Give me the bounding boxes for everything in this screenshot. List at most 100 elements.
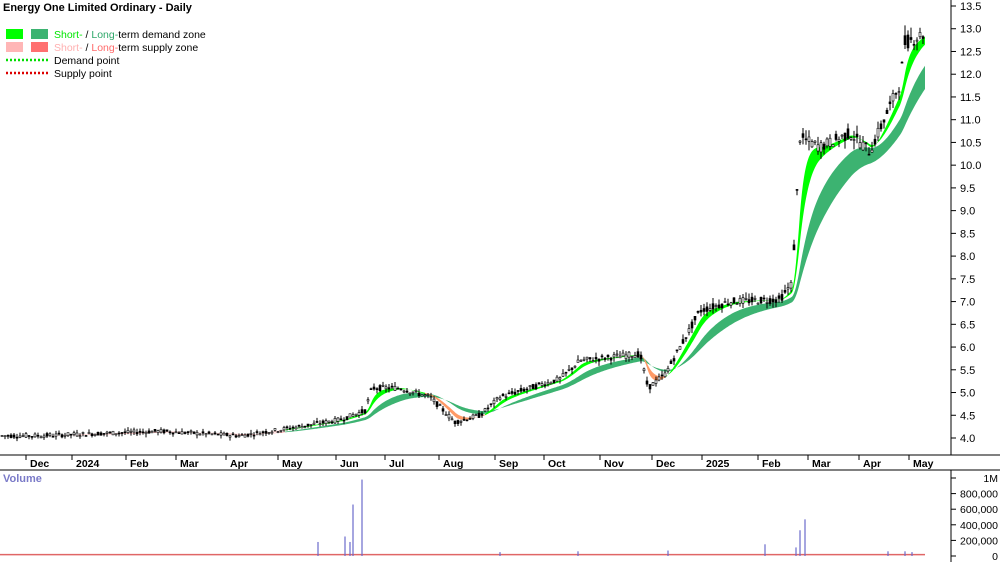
candle-body	[708, 308, 712, 311]
candle-body	[402, 390, 406, 393]
candle-body	[801, 133, 805, 138]
candle-body	[198, 433, 202, 436]
candle-body	[246, 433, 250, 437]
candle-body	[204, 433, 208, 436]
candle-body	[813, 140, 817, 143]
price-tick-label: 11.5	[960, 92, 981, 104]
volume-tick-label: 0	[992, 551, 998, 562]
candle-body	[426, 394, 430, 396]
candle-body	[768, 298, 772, 304]
legend-swatch-long	[31, 42, 48, 52]
candle-body	[759, 296, 763, 304]
candle-body	[552, 379, 556, 384]
candle-body	[384, 386, 388, 390]
candle-body	[669, 360, 673, 364]
candle-body	[558, 377, 562, 380]
legend-item-0: Short- / Long-term demand zone	[6, 29, 206, 41]
candle-body	[912, 44, 916, 46]
candle-body	[270, 431, 274, 434]
candle-body	[207, 431, 211, 434]
candle-body	[390, 385, 394, 388]
candle-body	[606, 354, 610, 358]
candle-body	[837, 138, 841, 142]
legend-label-part: Supply point	[54, 68, 112, 80]
candle-body	[177, 432, 181, 434]
candle-body	[921, 36, 925, 39]
candle-body	[909, 37, 913, 40]
x-tick-label: May	[913, 458, 934, 470]
volume-tick-label: 1M	[983, 473, 998, 485]
volume-bars	[0, 479, 925, 556]
candle-body	[261, 431, 265, 434]
candle-body	[651, 382, 655, 386]
candle-body	[549, 382, 553, 385]
candle-body	[528, 385, 532, 387]
candle-body	[42, 435, 46, 438]
legend-label: Short- / Long-term demand zone	[54, 29, 206, 41]
candle-body	[147, 430, 151, 434]
legend-label-part: Short-	[54, 29, 83, 41]
candle-body	[297, 424, 301, 427]
price-tick-label: 6.0	[960, 342, 975, 354]
candle-body	[279, 429, 283, 432]
candle-body	[444, 414, 448, 416]
candle-body	[141, 431, 145, 434]
candle-body	[675, 349, 679, 352]
candle-body	[783, 290, 787, 293]
candle-body	[807, 136, 811, 142]
candle-body	[867, 153, 871, 156]
candle-body	[66, 432, 70, 437]
candle-body	[876, 127, 880, 138]
candle-body	[234, 435, 238, 438]
candle-body	[900, 61, 904, 64]
candle-body	[90, 433, 94, 437]
candle-body	[864, 142, 868, 145]
candle-body	[210, 433, 214, 436]
price-tick-label: 13.0	[960, 24, 981, 36]
candle-body	[324, 420, 328, 424]
candle-body	[321, 420, 325, 424]
candle-body	[465, 419, 469, 422]
candle-body	[582, 358, 586, 361]
candle-body	[696, 311, 700, 313]
candle-body	[684, 337, 688, 339]
candle-body	[165, 429, 169, 432]
candle-body	[255, 431, 259, 433]
candle-body	[360, 409, 364, 414]
price-tick-label: 4.0	[960, 433, 975, 445]
candle-body	[519, 388, 523, 392]
candle-body	[891, 93, 895, 102]
candle-body	[492, 399, 496, 405]
candle-body	[408, 392, 412, 395]
candle-body	[159, 429, 163, 433]
candle-body	[870, 149, 874, 153]
candle-body	[816, 144, 820, 152]
candle-body	[543, 384, 547, 387]
candle-body	[99, 432, 103, 436]
legend: Energy One Limited Ordinary - Daily Shor…	[3, 2, 206, 80]
x-tick-label: Jul	[389, 458, 404, 470]
candle-body	[126, 429, 130, 433]
candle-body	[129, 431, 133, 433]
candle-body	[300, 426, 304, 429]
candle-body	[441, 408, 445, 412]
candle-body	[825, 138, 829, 147]
price-tick-label: 9.5	[960, 183, 975, 195]
x-tick-label: May	[282, 458, 303, 470]
candle-body	[726, 303, 730, 306]
volume-tick-label: 600,000	[960, 504, 998, 516]
candle-body	[18, 435, 22, 438]
candle-body	[588, 357, 592, 360]
candle-body	[132, 429, 136, 433]
candle-body	[666, 368, 670, 372]
legend-item-2: Demand point	[6, 55, 119, 67]
x-tick-label: Mar	[180, 458, 199, 470]
candle-body	[861, 141, 865, 151]
candle-body	[531, 384, 535, 390]
candle-body	[786, 287, 790, 290]
candle-body	[243, 434, 247, 438]
candle-body	[657, 376, 661, 381]
candle-body	[774, 299, 778, 303]
candle-body	[597, 358, 601, 362]
